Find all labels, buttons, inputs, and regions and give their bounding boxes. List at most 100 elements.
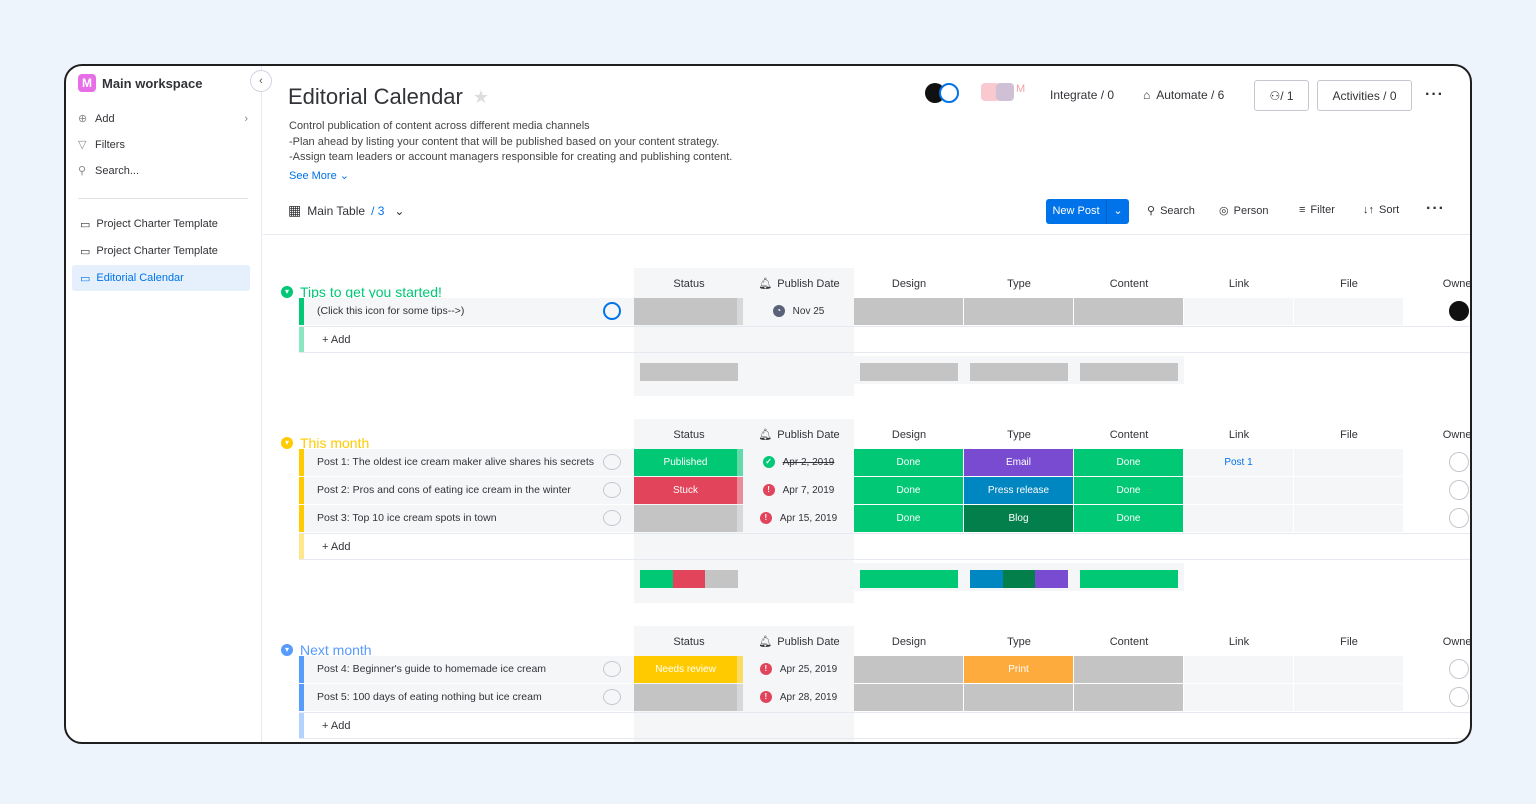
content-cell[interactable]: Done [1074,477,1183,504]
type-cell[interactable] [964,298,1073,325]
integrate-button[interactable]: Integrate / 0 [1050,88,1114,102]
table-row[interactable]: (Click this icon for some tips-->) ◔ Nov 2… [299,298,1470,325]
publish-date-cell[interactable]: ! Apr 7, 2019 [744,477,853,504]
item-name[interactable]: (Click this icon for some tips-->) [304,298,634,325]
file-cell[interactable] [1294,449,1403,476]
status-cell[interactable]: Published [634,449,737,476]
design-cell[interactable]: Done [854,505,963,532]
item-name[interactable]: Post 4: Beginner's guide to homemade ice… [304,656,634,683]
column-header[interactable]: Link [1184,419,1294,451]
column-header[interactable]: Link [1184,268,1294,300]
content-cell[interactable] [1074,684,1183,711]
file-cell[interactable] [1294,684,1403,711]
content-cell[interactable] [1074,656,1183,683]
status-cell[interactable]: Needs review [634,656,737,683]
type-cell[interactable]: Press release [964,477,1073,504]
owner-avatar[interactable] [1449,508,1469,528]
group-header[interactable]: ▾ This month [281,433,369,453]
sidebar-board-1[interactable]: ▭ Project Charter Template [72,211,250,237]
owner-avatar[interactable] [1449,687,1469,707]
search-button[interactable]: ⚲ Search [1147,204,1195,218]
status-cell[interactable] [634,298,737,325]
column-header[interactable]: Type [964,626,1074,658]
comment-icon[interactable] [603,454,621,470]
item-name[interactable]: Post 3: Top 10 ice cream spots in town [304,505,634,532]
sidebar-board-2[interactable]: ▭ Project Charter Template [72,238,250,264]
file-cell[interactable] [1294,656,1403,683]
design-cell[interactable] [854,684,963,711]
file-cell[interactable] [1294,505,1403,532]
publish-date-cell[interactable]: ! Apr 15, 2019 [744,505,853,532]
group-header[interactable]: ▾ Next month [281,640,372,660]
link-cell[interactable] [1184,298,1293,325]
table-row[interactable]: Post 3: Top 10 ice cream spots in town ! A… [299,505,1470,532]
content-cell[interactable]: Done [1074,505,1183,532]
column-header[interactable]: Owner [1404,626,1470,658]
group-title[interactable]: This month [300,435,370,451]
column-header[interactable]: Design [854,626,964,658]
comment-icon[interactable] [603,689,621,705]
table-row[interactable]: Post 2: Pros and cons of eating ice crea… [299,477,1470,504]
design-cell[interactable] [854,656,963,683]
status-cell[interactable]: Stuck [634,477,737,504]
column-header[interactable]: Link [1184,626,1294,658]
type-cell[interactable] [964,684,1073,711]
automate-button[interactable]: ⌂ Automate / 6 [1143,88,1224,102]
workspace-switcher[interactable]: M Main workspace [78,74,202,92]
publish-date-cell[interactable]: ◔ Nov 25 [744,298,853,325]
owner-avatar[interactable] [1449,480,1469,500]
link-cell[interactable] [1184,505,1293,532]
item-name[interactable]: Post 1: The oldest ice cream maker alive… [304,449,634,476]
add-item-row[interactable]: + Add [299,326,1470,353]
type-cell[interactable]: Print [964,656,1073,683]
content-cell[interactable]: Done [1074,449,1183,476]
comment-icon[interactable] [603,510,621,526]
file-cell[interactable] [1294,298,1403,325]
collapse-sidebar-button[interactable]: ‹ [250,70,272,92]
sidebar-filters[interactable]: ▽ Filters [78,138,125,152]
table-row[interactable]: Post 5: 100 days of eating nothing but i… [299,684,1470,711]
column-header[interactable]: Owner [1404,419,1470,451]
add-item-row[interactable]: + Add [299,533,1470,560]
table-row[interactable]: Post 4: Beginner's guide to homemade ice… [299,656,1470,683]
publish-date-cell[interactable]: ! Apr 25, 2019 [744,656,853,683]
chevron-down-icon[interactable]: ▾ [281,437,293,449]
column-header[interactable]: 🔔︎ Publish Date [744,268,854,396]
comment-icon[interactable] [603,661,621,677]
owner-avatar[interactable] [1449,301,1469,321]
filter-button[interactable]: ≡ Filter [1299,204,1335,216]
more-options-icon[interactable]: ··· [1426,200,1445,217]
link-cell[interactable] [1184,684,1293,711]
members-button[interactable]: ⚇/ 1 [1254,80,1309,111]
comment-icon[interactable] [603,482,621,498]
more-options-icon[interactable]: ··· [1425,86,1444,103]
table-row[interactable]: Post 1: The oldest ice cream maker alive… [299,449,1470,476]
design-cell[interactable]: Done [854,449,963,476]
sort-button[interactable]: ↓↑ Sort [1363,204,1399,216]
publish-date-cell[interactable]: ! Apr 28, 2019 [744,684,853,711]
design-cell[interactable] [854,298,963,325]
chevron-down-icon[interactable]: ⌄ [1113,205,1123,217]
column-header[interactable]: Design [854,419,964,451]
column-header[interactable]: Owner [1404,268,1470,300]
chevron-down-icon[interactable]: ▾ [281,644,293,656]
board-members[interactable] [925,83,959,103]
link-cell[interactable] [1184,477,1293,504]
item-name[interactable]: Post 2: Pros and cons of eating ice crea… [304,477,634,504]
activities-button[interactable]: Activities / 0 [1317,80,1412,111]
add-item-row[interactable]: + Add [299,712,1470,739]
see-more-link[interactable]: See More ⌄ [289,170,349,182]
new-post-button[interactable]: New Post ⌄ [1046,199,1129,224]
status-cell[interactable] [634,505,737,532]
sidebar-search[interactable]: ⚲ Search... [78,164,139,178]
file-cell[interactable] [1294,477,1403,504]
type-cell[interactable]: Email [964,449,1073,476]
link-cell[interactable] [1184,656,1293,683]
publish-date-cell[interactable]: ✓ Apr 2, 2019 [744,449,853,476]
design-cell[interactable]: Done [854,477,963,504]
owner-avatar[interactable] [1449,659,1469,679]
type-cell[interactable]: Blog [964,505,1073,532]
column-header[interactable]: File [1294,626,1404,658]
status-cell[interactable] [634,684,737,711]
column-header[interactable]: Content [1074,419,1184,451]
